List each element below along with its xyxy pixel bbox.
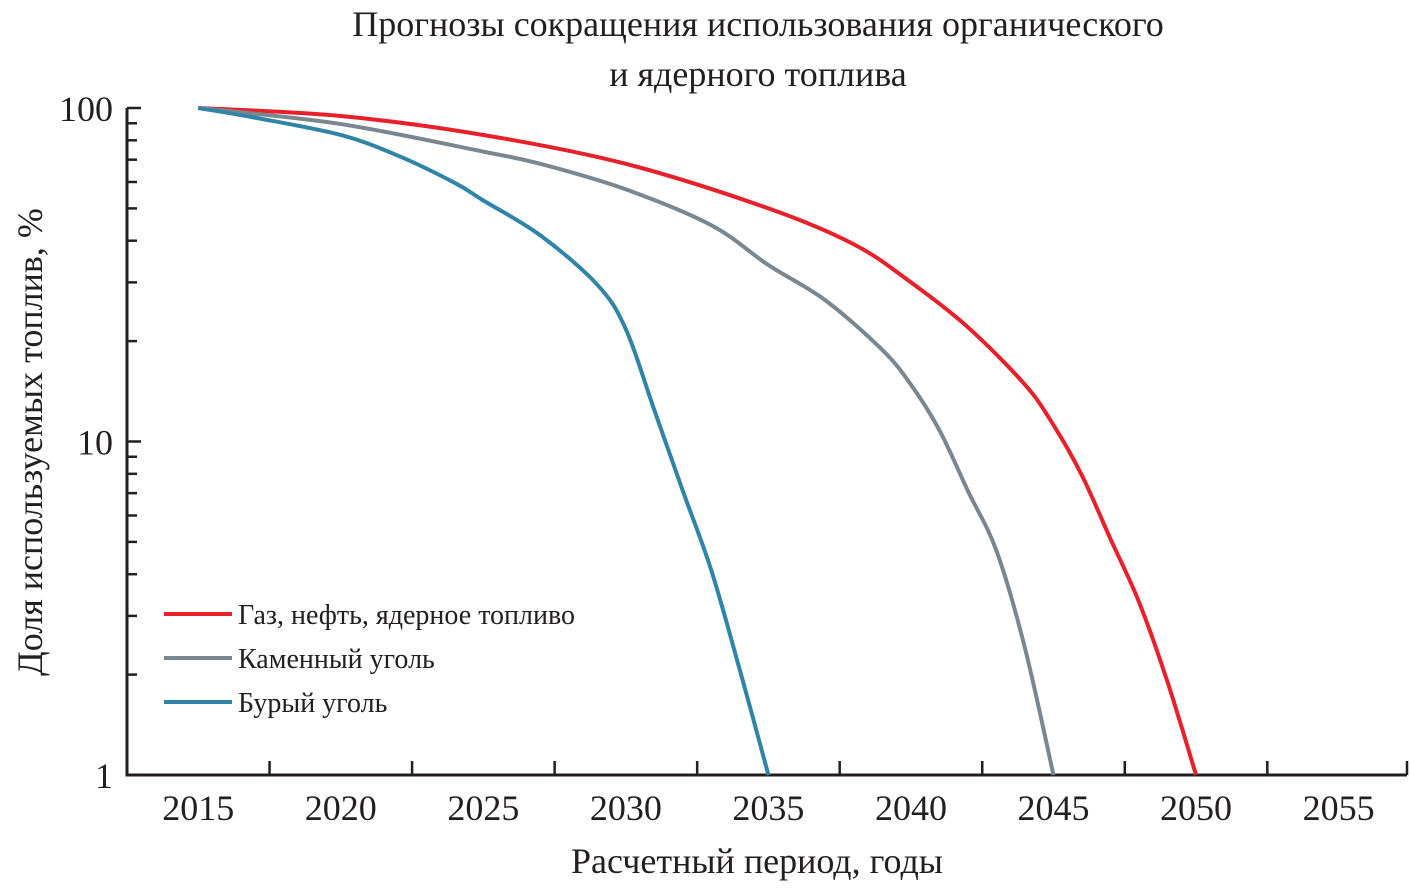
legend-label-1: Каменный уголь [238, 644, 435, 675]
chart-title-line-1: Прогнозы сокращения использования органи… [352, 4, 1163, 44]
x-tick-label: 2020 [305, 788, 377, 828]
y-axis-label: Доля используемых топлив, % [10, 208, 50, 676]
axes: 1 10 100 2015 2020 2025 2030 2035 2040 2045 2050 20… [59, 89, 1409, 828]
x-tick-label: 2040 [875, 788, 947, 828]
y-tick-label: 1 [95, 756, 113, 796]
x-tick-label: 2055 [1303, 788, 1375, 828]
y-tick-label: 100 [59, 89, 113, 129]
series-group [197, 106, 1198, 776]
y-tick-label: 10 [77, 423, 113, 463]
x-tick-label: 2045 [1018, 788, 1090, 828]
legend-label-0: Газ, нефть, ядерное топливо [238, 600, 575, 631]
series-line-1 [198, 106, 1056, 776]
series-line-0 [198, 106, 1198, 776]
x-tick-label: 2035 [732, 788, 804, 828]
x-tick-label: 2030 [590, 788, 662, 828]
x-tick-label: 2050 [1160, 788, 1232, 828]
x-tick-label: 2015 [162, 788, 234, 828]
x-tick-label: 2025 [447, 788, 519, 828]
series-line-2 [197, 106, 771, 776]
x-axis-label: Расчетный период, годы [571, 841, 943, 881]
chart-title-line-2: и ядерного топлива [609, 54, 907, 94]
legend-label-2: Бурый уголь [238, 688, 387, 719]
legend: Газ, нефть, ядерное топливо Каменный угол… [164, 600, 575, 719]
